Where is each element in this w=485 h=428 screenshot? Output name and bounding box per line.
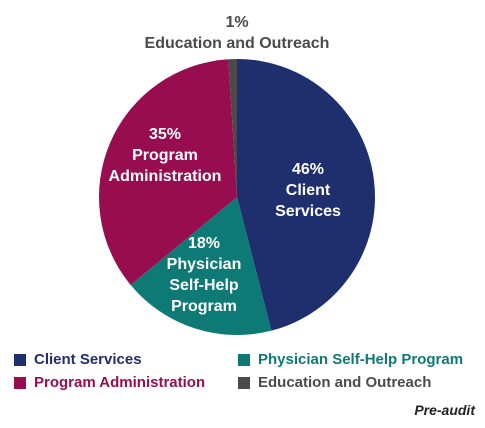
slice-percent-client: 46%	[292, 161, 324, 178]
pie-slice-admin	[99, 59, 238, 285]
legend-item-program-administration: Program Administration	[14, 374, 205, 391]
slice-name-client: Services	[275, 203, 341, 220]
legend-label-program-administration: Program Administration	[34, 374, 206, 391]
slice-name-education: Education and Outreach	[145, 35, 330, 52]
legend-item-education-and-outreach: Education and Outreach	[238, 374, 431, 391]
pie-chart-svg: 46% Client Services 18% Physician Self-Help Pr…	[99, 14, 375, 335]
legend-swatch-education-and-outreach	[238, 376, 250, 389]
pie-slice-physician	[130, 197, 272, 335]
slice-label-education: 1% Education and Outreach	[145, 14, 330, 52]
slice-percent-physician: 18%	[188, 235, 220, 252]
slice-percent-education: 1%	[225, 14, 248, 31]
slice-label-client: 46% Client Services	[275, 161, 341, 220]
pre-audit-note: Pre-audit	[414, 402, 475, 418]
slice-label-physician: 18% Physician Self-Help Program	[167, 235, 242, 315]
slice-name-admin: Program	[132, 147, 198, 164]
slice-percent-admin: 35%	[149, 126, 181, 143]
slice-name-client: Client	[286, 182, 331, 199]
slice-label-admin: 35% Program Administration	[109, 126, 222, 185]
slice-name-admin: Administration	[109, 168, 222, 185]
legend-label-client-services: Client Services	[34, 351, 142, 368]
legend: Client Services Program Administration P…	[0, 346, 485, 428]
slice-name-physician: Program	[171, 298, 237, 315]
pie-slice-client	[237, 59, 375, 331]
slice-name-physician: Self-Help	[169, 277, 239, 294]
legend-label-education-and-outreach: Education and Outreach	[258, 374, 432, 391]
slice-name-physician: Physician	[167, 256, 242, 273]
pie-slice-education	[228, 58, 237, 197]
legend-item-physician-self-help-program: Physician Self-Help Program	[238, 351, 463, 368]
legend-label-physician-self-help-program: Physician Self-Help Program	[258, 351, 464, 368]
legend-item-client-services: Client Services	[14, 351, 142, 368]
legend-swatch-program-administration	[14, 376, 26, 389]
legend-swatch-client-services	[14, 353, 26, 366]
legend-swatch-physician-self-help-program	[238, 353, 250, 366]
